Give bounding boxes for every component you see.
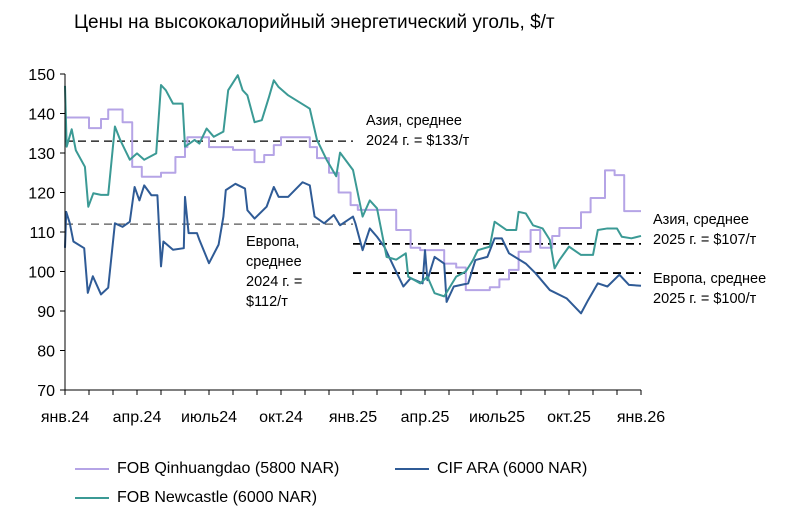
annotation-europe-2025: Европа, среднее 2025 г. = $100/т [653,269,766,309]
x-tick-label: янв.26 [617,409,665,426]
x-tick-label: июль25 [469,409,525,426]
legend-label: CIF ARA (6000 NAR) [437,460,588,477]
x-tick-label: июль24 [181,409,237,426]
annotation-line: 2024 г. = $133/т [366,133,470,149]
legend-swatch [395,468,429,470]
annotation-line: 2024 г. = [246,274,303,290]
series-line-qinhuangdao [65,108,641,292]
y-tick-label: 100 [28,265,55,282]
y-tick-label: 140 [28,107,55,124]
chart-title: Цены на высококалорийный энергетический … [74,12,555,33]
annotation-line: среднее [246,254,302,270]
legend-swatch [75,497,109,499]
y-tick-label: 150 [28,67,55,84]
x-tick-label: окт.25 [547,409,591,426]
annotation-line: Европа, среднее [653,271,767,287]
annotation-line: 2025 г. = $100/т [653,291,757,307]
annotation-line: $112/т [246,294,288,310]
annotation-asia-2024: Азия, среднее 2024 г. = $133/т [366,111,469,151]
series-line-newcastle [64,74,642,298]
x-tick-label: окт.24 [259,409,303,426]
legend-item-qinhuangdao: FOB Qinhuangdao (5800 NAR) [75,460,339,478]
y-tick-label: 110 [29,225,55,242]
x-tick-label: янв.24 [41,409,89,426]
annotation-line: 2025 г. = $107/т [653,232,757,248]
legend-item-ara: CIF ARA (6000 NAR) [395,460,587,478]
x-tick-label: апр.25 [401,409,450,426]
y-tick-label: 80 [37,344,55,361]
annotation-line: Азия, среднее [366,113,462,129]
annotation-asia-2025: Азия, среднее 2025 г. = $107/т [653,210,756,250]
y-tick-label: 70 [37,383,55,400]
legend-label: FOB Qinhuangdao (5800 NAR) [117,460,340,477]
series-line-ara [64,181,642,315]
legend-swatch [75,468,109,470]
y-tick-label: 130 [28,146,55,163]
x-tick-label: апр.24 [113,409,162,426]
y-tick-label: 90 [37,304,55,321]
legend-item-newcastle: FOB Newcastle (6000 NAR) [75,489,317,507]
annotation-europe-2024: Европа, среднее 2024 г. = $112/т [246,232,302,312]
annotation-line: Азия, среднее [653,212,749,228]
legend-label: FOB Newcastle (6000 NAR) [117,489,318,506]
x-tick-label: янв.25 [329,409,377,426]
annotation-line: Европа, [246,234,300,250]
y-tick-label: 120 [28,186,55,203]
